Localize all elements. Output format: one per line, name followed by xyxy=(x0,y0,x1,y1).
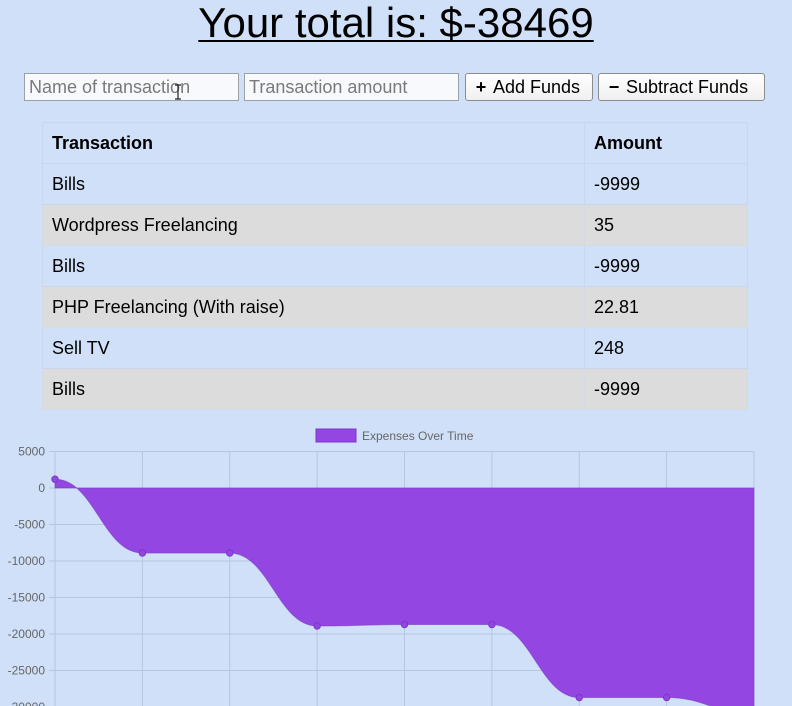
y-tick-label: -20000 xyxy=(8,627,46,641)
y-tick-label: -15000 xyxy=(8,591,46,605)
total-heading: Your total is: $-38469 xyxy=(198,0,594,46)
header-transaction: Transaction xyxy=(42,122,585,164)
table-row: Wordpress Freelancing 35 xyxy=(42,204,748,246)
y-tick-label: -10000 xyxy=(8,554,46,568)
data-point xyxy=(51,475,59,483)
minus-icon: − xyxy=(608,76,620,97)
data-point xyxy=(226,549,234,557)
expenses-chart: 5000 0 -5000 -10000 -15000 -20000 -25000 -30000… xyxy=(8,428,755,706)
subtract-funds-label: Subtract Funds xyxy=(626,76,749,97)
legend-swatch xyxy=(315,428,357,443)
transaction-amount-cell: -9999 xyxy=(584,245,748,287)
table-row: Sell TV 248 xyxy=(42,327,748,369)
transaction-name-cell: Bills xyxy=(42,163,585,205)
y-tick-label: -30000 xyxy=(8,700,46,706)
table-header-row: Transaction Amount xyxy=(42,122,748,164)
y-tick-label: -25000 xyxy=(8,664,46,678)
transaction-name-cell: Sell TV xyxy=(42,327,585,369)
table-row: Bills -9999 xyxy=(42,245,748,287)
transactions-table: Transaction Amount Bills -9999 Wordpress… xyxy=(42,122,748,410)
text-cursor-icon xyxy=(175,84,181,100)
add-funds-label: Add Funds xyxy=(493,76,581,97)
y-tick-label: 0 xyxy=(38,481,45,495)
data-point xyxy=(313,622,321,630)
legend-label: Expenses Over Time xyxy=(362,429,474,443)
header-amount: Amount xyxy=(584,122,748,164)
table-row: Bills -9999 xyxy=(42,368,748,410)
data-point xyxy=(138,549,147,557)
data-point xyxy=(488,620,496,629)
transaction-name-input[interactable] xyxy=(24,73,239,101)
transaction-amount-cell: -9999 xyxy=(584,163,748,205)
data-point xyxy=(400,620,409,629)
transaction-amount-cell: -9999 xyxy=(584,368,748,410)
transaction-amount-cell: 35 xyxy=(584,204,748,246)
transaction-amount-cell: 248 xyxy=(584,327,748,369)
data-point xyxy=(662,693,671,702)
transaction-amount-cell: 22.81 xyxy=(584,286,748,328)
transaction-name-cell: Bills xyxy=(42,245,585,287)
transaction-name-cell: Wordpress Freelancing xyxy=(42,204,585,246)
table-row: Bills -9999 xyxy=(42,163,748,205)
table-row: PHP Freelancing (With raise) 22.81 xyxy=(42,286,748,328)
y-tick-label: 5000 xyxy=(18,445,45,459)
subtract-funds-button[interactable]: − Subtract Funds xyxy=(598,73,765,101)
transaction-name-cell: Bills xyxy=(42,368,585,410)
transaction-name-cell: PHP Freelancing (With raise) xyxy=(42,286,585,328)
y-tick-label: -5000 xyxy=(14,518,45,532)
data-point xyxy=(575,693,583,702)
plus-icon: + xyxy=(475,76,487,97)
add-funds-button[interactable]: + Add Funds xyxy=(465,73,593,101)
transaction-amount-input[interactable] xyxy=(244,73,459,101)
